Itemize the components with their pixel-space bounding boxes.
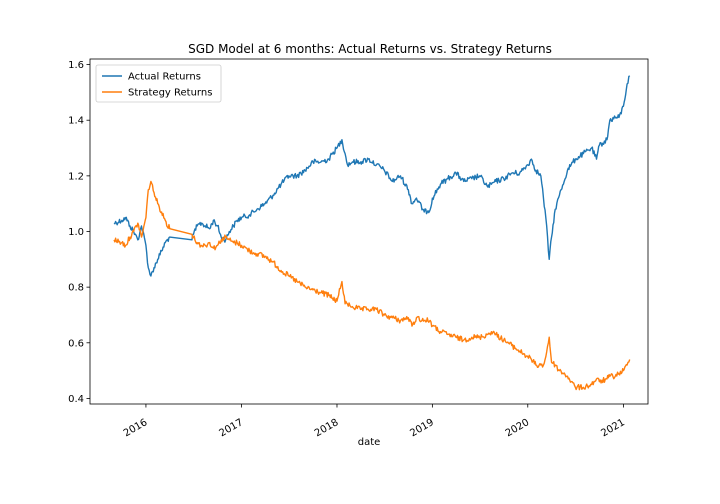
series-line-actual-returns bbox=[113, 75, 631, 277]
y-tick-label: 0.4 bbox=[68, 394, 84, 405]
y-tick-label: 0.8 bbox=[68, 283, 84, 294]
chart-title: SGD Model at 6 months: Actual Returns vs… bbox=[188, 42, 552, 56]
y-tick-label: 1.4 bbox=[68, 116, 84, 127]
x-axis-label: date bbox=[358, 437, 381, 448]
y-tick-label: 0.6 bbox=[68, 338, 84, 349]
legend: Actual Returns Strategy Returns bbox=[95, 64, 222, 103]
y-tick-label: 1.2 bbox=[68, 171, 84, 182]
legend-label: Actual Returns bbox=[128, 72, 201, 83]
y-tick-label: 1.6 bbox=[68, 60, 84, 71]
legend-box bbox=[95, 64, 222, 103]
plot-area bbox=[113, 75, 631, 391]
y-tick-label: 1.0 bbox=[68, 227, 84, 238]
series-line-strategy-returns bbox=[113, 180, 631, 391]
legend-label: Strategy Returns bbox=[128, 88, 212, 99]
